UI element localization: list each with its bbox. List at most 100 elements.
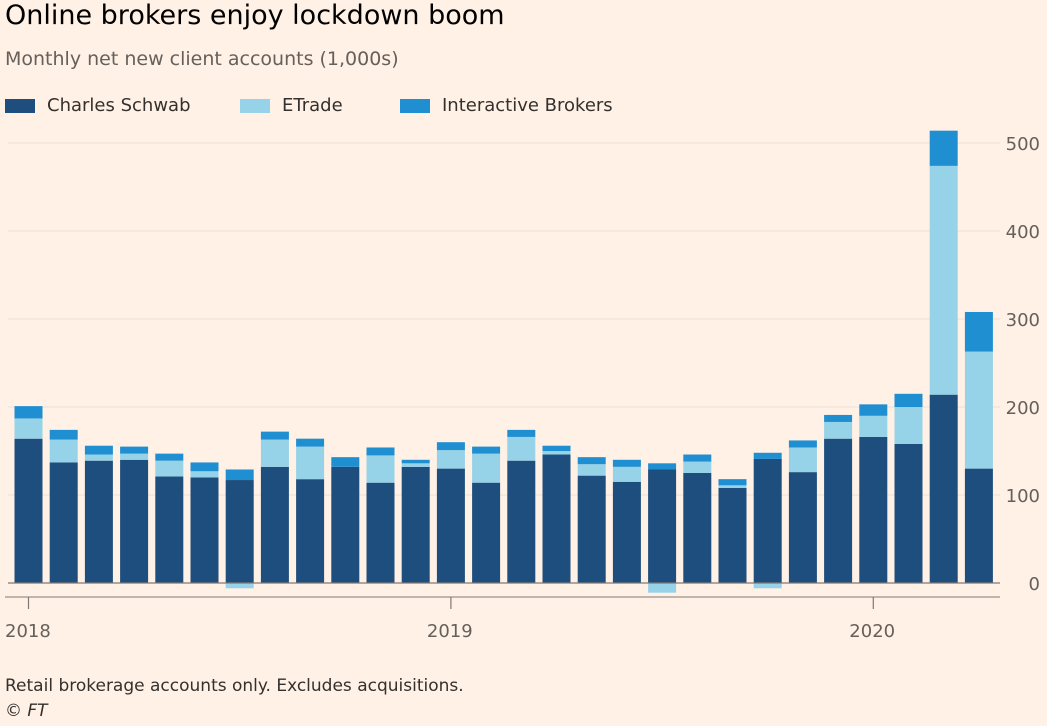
bar-interactive-brokers [824, 414, 853, 422]
bar-interactive-brokers [84, 445, 113, 455]
bar-charles-schwab [190, 477, 219, 583]
bar-charles-schwab [331, 466, 360, 583]
x-tick-label: 2018 [5, 621, 51, 642]
bar-interactive-brokers [49, 429, 78, 440]
y-tick-label: 400 [1006, 222, 1040, 243]
legend: Charles Schwab ETrade Interactive Broker… [5, 95, 705, 121]
bar-interactive-brokers [225, 469, 254, 481]
bar-interactive-brokers [120, 446, 149, 454]
bar-etrade [788, 447, 817, 473]
y-tick-label: 500 [1006, 134, 1040, 155]
bar-charles-schwab [366, 482, 395, 583]
source-credit: © FT [5, 701, 48, 721]
bar-interactive-brokers [929, 130, 958, 166]
bar-etrade [753, 583, 782, 589]
bar-interactive-brokers [648, 463, 677, 470]
bar-interactive-brokers [155, 453, 184, 461]
bar-etrade [225, 583, 254, 589]
bar-charles-schwab [753, 458, 782, 583]
bar-etrade [260, 439, 289, 467]
y-tick-label: 300 [1006, 310, 1040, 331]
bar-interactive-brokers [577, 457, 606, 465]
legend-item-etrade: ETrade [240, 95, 343, 116]
bar-charles-schwab [225, 480, 254, 583]
bar-etrade [296, 446, 325, 480]
bar-charles-schwab [472, 482, 501, 583]
bar-charles-schwab [49, 462, 78, 583]
footnote: Retail brokerage accounts only. Excludes… [5, 676, 464, 696]
bar-etrade [929, 165, 958, 395]
bar-etrade [718, 485, 747, 488]
bar-interactive-brokers [14, 406, 43, 419]
x-tick-label: 2019 [427, 621, 473, 642]
bar-charles-schwab [683, 473, 712, 583]
bar-interactive-brokers [507, 429, 536, 437]
legend-item-charles-schwab: Charles Schwab [5, 95, 191, 116]
bar-etrade [648, 583, 677, 593]
bar-etrade [577, 464, 606, 476]
bar-interactive-brokers [296, 438, 325, 447]
bar-interactive-brokers [753, 452, 782, 459]
bar-etrade [542, 451, 571, 455]
bar-etrade [507, 436, 536, 461]
chart-title: Online brokers enjoy lockdown boom [5, 0, 505, 31]
bar-interactive-brokers [964, 311, 993, 352]
bar-etrade [120, 453, 149, 460]
legend-swatch-etrade [240, 98, 270, 113]
bar-interactive-brokers [436, 442, 465, 451]
bars [14, 130, 993, 593]
bar-etrade [14, 418, 43, 439]
bar-interactive-brokers [718, 479, 747, 486]
bar-interactive-brokers [190, 462, 219, 472]
bar-etrade [859, 415, 888, 437]
bar-etrade [190, 471, 219, 478]
y-tick-label: 100 [1006, 486, 1040, 507]
bar-etrade [366, 455, 395, 483]
bar-charles-schwab [296, 479, 325, 583]
legend-label-etrade: ETrade [282, 95, 343, 116]
bar-charles-schwab [84, 460, 113, 583]
bar-charles-schwab [894, 443, 923, 583]
bar-etrade [964, 351, 993, 469]
bar-interactive-brokers [894, 393, 923, 407]
bar-charles-schwab [964, 468, 993, 583]
bar-charles-schwab [824, 438, 853, 583]
bar-charles-schwab [155, 476, 184, 583]
x-tick-label: 2020 [849, 621, 895, 642]
legend-label-interactive-brokers: Interactive Brokers [442, 95, 613, 116]
legend-swatch-interactive-brokers [400, 98, 430, 113]
bar-etrade [84, 454, 113, 461]
bar-charles-schwab [718, 487, 747, 583]
bar-charles-schwab [577, 475, 606, 583]
bar-charles-schwab [929, 394, 958, 583]
legend-swatch-charles-schwab [5, 98, 35, 113]
bar-charles-schwab [436, 468, 465, 583]
bar-etrade [436, 450, 465, 469]
bar-charles-schwab [401, 466, 430, 583]
bar-interactive-brokers [331, 457, 360, 467]
bar-etrade [401, 463, 430, 467]
y-tick-label: 0 [1029, 574, 1040, 595]
bar-etrade [683, 461, 712, 473]
bar-charles-schwab [120, 459, 149, 583]
bar-interactive-brokers [472, 446, 501, 454]
bar-interactive-brokers [366, 447, 395, 456]
legend-label-charles-schwab: Charles Schwab [47, 95, 191, 116]
bar-charles-schwab [260, 466, 289, 583]
bar-charles-schwab [542, 454, 571, 583]
bar-interactive-brokers [683, 454, 712, 462]
bar-charles-schwab [648, 469, 677, 583]
chart-subtitle: Monthly net new client accounts (1,000s) [5, 48, 399, 70]
bar-interactive-brokers [260, 431, 289, 440]
bar-interactive-brokers [542, 445, 571, 451]
bar-etrade [894, 407, 923, 444]
bar-etrade [472, 453, 501, 483]
bar-etrade [49, 439, 78, 463]
bar-interactive-brokers [859, 404, 888, 416]
bar-charles-schwab [788, 472, 817, 583]
axes: 0 100 200 300 400 500 2018 2019 2020 [5, 134, 1040, 642]
bar-interactive-brokers [788, 440, 817, 448]
bar-interactive-brokers [612, 459, 641, 467]
bar-charles-schwab [612, 481, 641, 583]
